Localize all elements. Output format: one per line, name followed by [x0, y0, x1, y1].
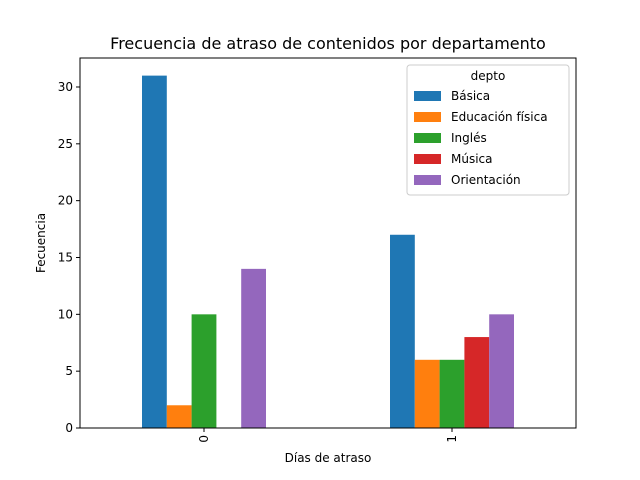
legend-swatch — [414, 91, 441, 101]
legend-title: depto — [471, 69, 506, 83]
legend-entry-label: Educación física — [451, 110, 548, 124]
x-tick-label: 1 — [445, 435, 459, 443]
bar-1-1 — [414, 359, 440, 428]
legend-entry-label: Música — [451, 152, 493, 166]
y-tick-label: 20 — [58, 194, 73, 208]
bars-group — [142, 75, 514, 429]
legend: depto Básica Educación física Inglés Música… — [406, 64, 570, 196]
y-tick-label: 10 — [58, 307, 73, 321]
legend-box — [406, 64, 570, 196]
legend-swatch — [414, 112, 441, 122]
bar-0-1 — [166, 405, 192, 428]
legend-items: Básica Educación física Inglés Música Orient… — [414, 89, 548, 187]
bar-0-0 — [142, 75, 167, 429]
y-tick-label: 25 — [58, 137, 73, 151]
bar-1-0 — [390, 234, 415, 428]
legend-swatch — [414, 154, 441, 164]
x-tick-label: 0 — [197, 435, 211, 443]
legend-swatch — [414, 133, 441, 143]
bar-0-4 — [241, 268, 266, 428]
bar-1-4 — [489, 314, 514, 428]
bar-1-3 — [464, 337, 490, 428]
plot-area-frame — [79, 57, 577, 429]
y-tick-label: 0 — [65, 421, 73, 435]
y-axis-label: Fecuencia — [34, 213, 48, 273]
legend-swatch — [414, 175, 441, 185]
bar-1-2 — [439, 359, 465, 428]
y-tick-label: 15 — [58, 250, 73, 264]
y-axis: 0 5 10 15 20 25 30 — [58, 80, 80, 435]
bar-0-2 — [191, 314, 217, 428]
x-axis-label: Días de atraso — [285, 451, 372, 465]
legend-entry-label: Inglés — [451, 131, 487, 145]
y-tick-label: 30 — [58, 80, 73, 94]
chart-title: Frecuencia de atraso de contenidos por d… — [110, 34, 546, 53]
legend-entry-label: Básica — [451, 89, 490, 103]
legend-entry-label: Orientación — [451, 173, 521, 187]
y-tick-label: 5 — [65, 364, 73, 378]
